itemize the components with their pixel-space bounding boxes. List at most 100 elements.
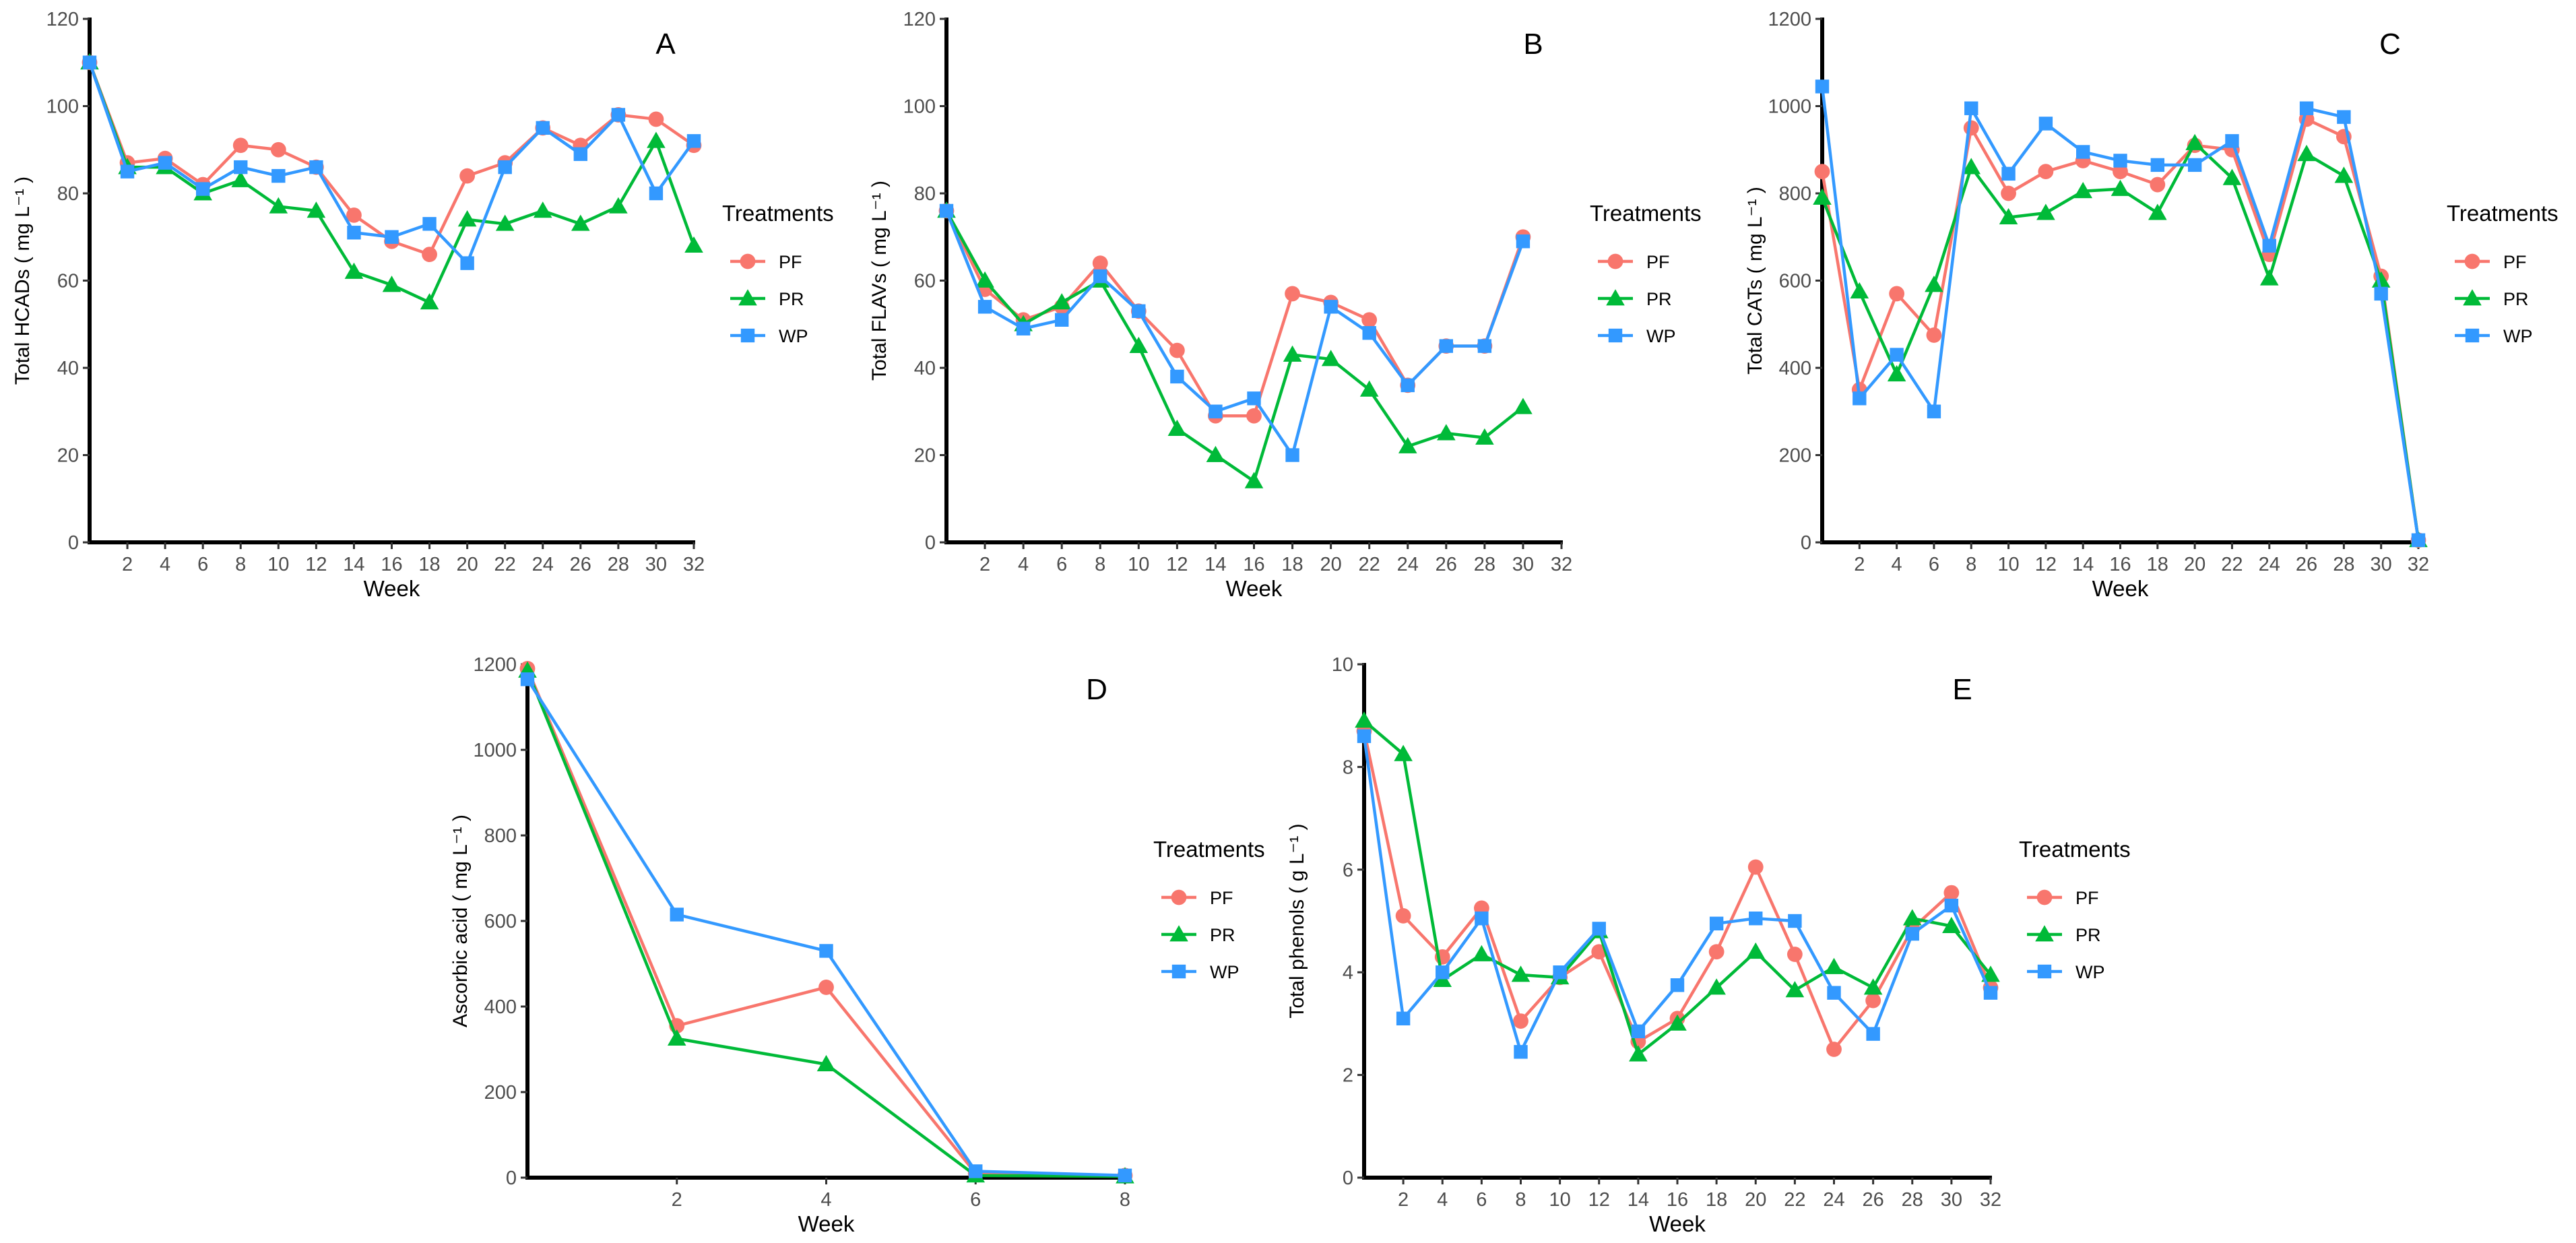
panel-e-pr-point (1824, 957, 1844, 974)
panel-c-y-tick-label: 800 (1779, 183, 1811, 205)
panel-b-y-tick-label: 120 (903, 9, 936, 30)
panel-a-wp-point (158, 156, 172, 170)
panel-e-wp-point (1827, 986, 1841, 1000)
panel-a-pr-point (571, 214, 590, 231)
panel-e-x-tick-label: 16 (1667, 1189, 1688, 1211)
panel-a-wp-point (234, 160, 248, 174)
panel-a-pr-point (533, 201, 552, 218)
panel-e-series-pf (1356, 723, 1999, 1057)
panel-b-x-tick-label: 6 (1056, 554, 1067, 575)
panel-d-pr-point (667, 1029, 686, 1046)
panel-c-legend-entry: PR (2503, 289, 2529, 309)
panel-e-wp-point (1553, 965, 1567, 980)
panel-c-x-tick-label: 28 (2333, 554, 2354, 575)
panel-a-x-tick-label: 22 (494, 554, 516, 575)
panel-a-x-tick-label: 32 (683, 554, 705, 575)
panel-e-legend-key-marker (2036, 889, 2053, 905)
panel-a-pr-point (344, 262, 364, 279)
panel-d-y-tick-label: 400 (484, 996, 517, 1018)
panel-b-wp-point (1362, 326, 1376, 340)
panel-e-pf-point (1786, 947, 1803, 962)
panel-e-x-tick-label: 2 (1398, 1189, 1409, 1211)
panel-a-x-tick-label: 18 (418, 554, 440, 575)
panel-e-pr-point (1629, 1045, 1648, 1062)
panel-b-x-tick-label: 2 (979, 554, 990, 575)
panel-a-wp-point (120, 164, 135, 179)
panel-c-legend-title: Treatments (2447, 201, 2558, 226)
panel-a-wp-point (422, 217, 437, 231)
panel-e-pr-point (1785, 981, 1805, 998)
panel-a-y-tick-label: 80 (57, 183, 79, 205)
panel-b-pf-point (1169, 342, 1185, 358)
panel-c-pr-point (2334, 166, 2354, 183)
panel-e-series-wp (1357, 729, 1998, 1059)
panel-d: 0 200 400 600 800 1000 1200 2 4 6 8 Week Ascorbic ac… (449, 654, 1265, 1236)
panel-c-pr-point (2222, 168, 2242, 185)
panel-c-legend-entry: WP (2503, 326, 2533, 346)
panel-b-pr-point (1359, 380, 1379, 397)
panel-c-wp-point (2262, 238, 2276, 253)
panel-d-wp-point (1118, 1168, 1132, 1183)
panel-e-pr-point (1746, 942, 1766, 959)
panel-e-x-tick-label: 30 (1941, 1189, 1962, 1211)
panel-b-pr-point (1206, 445, 1225, 462)
panel-c-wp-point (2075, 145, 2090, 159)
panel-b-series-pr (937, 201, 1533, 488)
panel-a-x-tick-label: 14 (343, 554, 364, 575)
panel-d-y-tick-label: 1200 (473, 654, 517, 676)
panel-c-x-tick-label: 20 (2184, 554, 2205, 575)
panel-e-wp-point (1670, 978, 1685, 992)
panel-a-legend-entry: PF (779, 252, 802, 272)
panel-c-pr-point (2036, 203, 2055, 220)
panel-b-wp-point (1132, 304, 1146, 319)
panel-a-wp-point (347, 226, 361, 240)
panel-d-legend-entry: PF (1210, 888, 1233, 908)
panel-c-legend: Treatments PF PR WP (2447, 201, 2558, 346)
panel-e-wp-point (1983, 986, 1998, 1000)
panel-e-x-tick-label: 26 (1862, 1189, 1883, 1211)
panel-b-x-tick-label: 14 (1204, 554, 1226, 575)
panel-e-x-tick-label: 10 (1549, 1189, 1570, 1211)
panel-a-pf-point (346, 207, 362, 223)
panel-e-legend-title: Treatments (2019, 837, 2131, 862)
panel-b-legend: Treatments PF PR WP (1590, 201, 1702, 346)
panel-a-pf-point (232, 137, 249, 154)
panel-a-x-tick-label: 20 (456, 554, 478, 575)
panel-c-x-tick-label: 30 (2371, 554, 2392, 575)
panel-c-y-tick-label: 400 (1779, 358, 1811, 379)
panel-b-wp-point (1093, 269, 1107, 284)
panel-d-y-tick-label: 0 (506, 1168, 517, 1189)
panel-b-wp-point (1516, 234, 1531, 249)
panel-e-x-tick-label: 8 (1515, 1189, 1526, 1211)
panel-c-wp-point (2374, 286, 2388, 301)
panel-c-x-tick-label: 14 (2072, 554, 2094, 575)
panel-b-pr-point (1321, 350, 1341, 366)
panel-a-x-tick-label: 6 (197, 554, 208, 575)
panel-a-pr-point (684, 236, 703, 253)
panel-c-x-tick-label: 18 (2147, 554, 2168, 575)
panel-e-wp-point (1396, 1011, 1411, 1025)
panel-a-x-tick-label: 30 (645, 554, 667, 575)
panel-b-x-tick-label: 28 (1474, 554, 1495, 575)
panel-e-x-tick-label: 6 (1476, 1189, 1487, 1211)
panel-c-pf-point (2113, 164, 2128, 180)
panel-b-series-wp-line (944, 210, 1525, 457)
panel-e-pr-point (1981, 965, 2000, 982)
panel-c-legend-key-marker (2464, 253, 2480, 269)
panel-c-wp-point (2113, 154, 2127, 168)
panel-b-y-tick-label: 100 (903, 96, 936, 118)
panel-a-legend-key-marker (740, 328, 755, 343)
panel-e-legend: Treatments PF PR WP (2019, 837, 2131, 982)
panel-c-y-tick-label: 200 (1779, 445, 1811, 467)
panel-d-legend-key-marker (1171, 964, 1186, 979)
panel-e-x-tick-label: 22 (1784, 1189, 1805, 1211)
panel-b-pf-point (1361, 312, 1378, 328)
panel-d-series-pr-line (525, 670, 1126, 1178)
panel-e-x-tick-label: 18 (1706, 1189, 1727, 1211)
panel-c-x-tick-label: 22 (2221, 554, 2243, 575)
panel-d-y-tick-label: 600 (484, 911, 517, 932)
panel-b-wp-point (1285, 448, 1299, 462)
